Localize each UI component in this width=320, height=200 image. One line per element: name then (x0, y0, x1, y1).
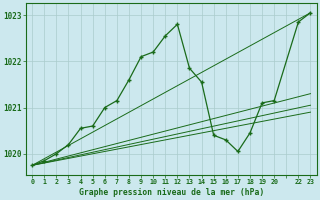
X-axis label: Graphe pression niveau de la mer (hPa): Graphe pression niveau de la mer (hPa) (79, 188, 264, 197)
